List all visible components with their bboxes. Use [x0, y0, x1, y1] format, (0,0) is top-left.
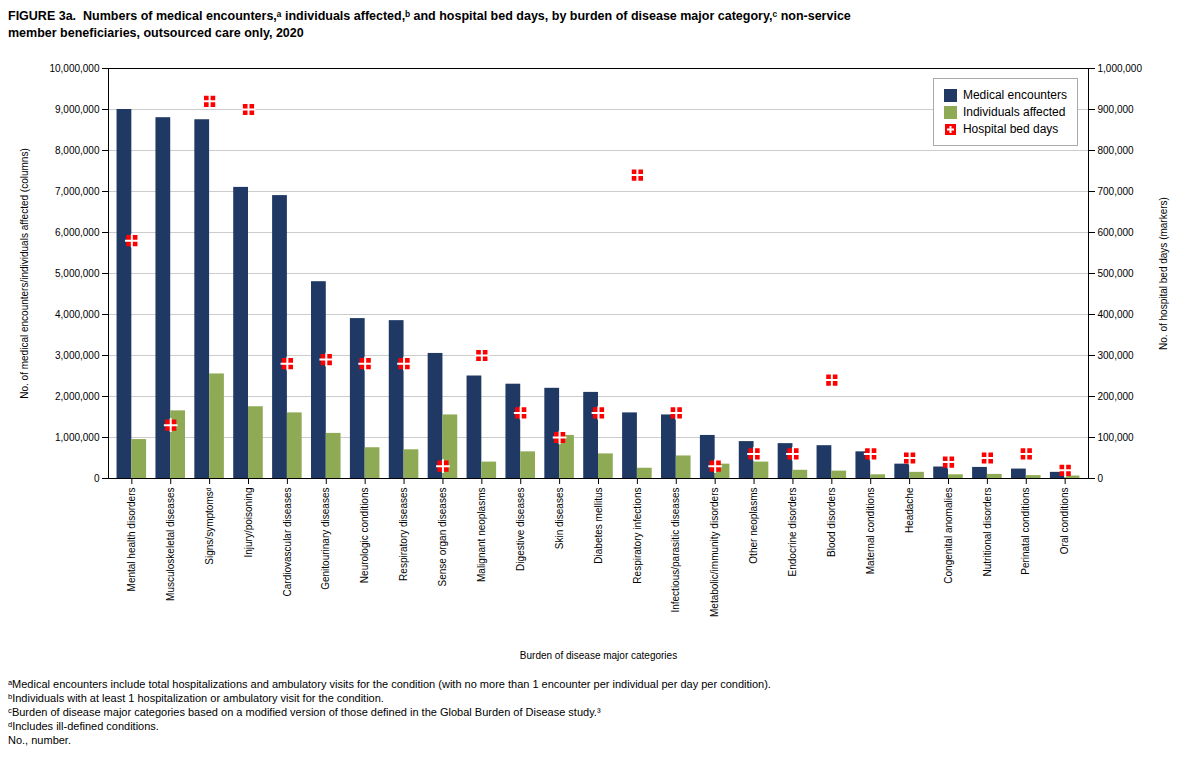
svg-text:100,000: 100,000 — [1098, 432, 1135, 443]
svg-text:Skin diseases: Skin diseases — [554, 488, 565, 550]
svg-text:No. of medical encounters/indi: No. of medical encounters/individuals af… — [19, 148, 30, 399]
svg-text:Respiratory infections: Respiratory infections — [632, 488, 643, 584]
svg-text:No. of hospital bed days (mark: No. of hospital bed days (markers) — [1158, 197, 1169, 350]
svg-text:Mental health disorders: Mental health disorders — [126, 488, 137, 592]
svg-text:300,000: 300,000 — [1098, 350, 1135, 361]
svg-text:Nutritional disorders: Nutritional disorders — [982, 488, 993, 577]
svg-text:1,000,000: 1,000,000 — [55, 432, 100, 443]
svg-text:400,000: 400,000 — [1098, 309, 1135, 320]
html-text:ᵈIncludes ill-defined conditio: ᵈIncludes ill-defined conditions. — [8, 720, 159, 732]
html-text:ᵃMedical encounters include to: ᵃMedical encounters include total hospit… — [8, 678, 771, 690]
html-text:Hospital bed days: Hospital bed days — [962, 122, 1059, 136]
svg-text:0: 0 — [1098, 473, 1104, 484]
svg-text:1,000,000: 1,000,000 — [1098, 63, 1143, 74]
svg-text:Signs/symptomsᵈ: Signs/symptomsᵈ — [204, 487, 215, 564]
svg-text:Blood disorders: Blood disorders — [826, 488, 837, 557]
svg-text:0: 0 — [94, 473, 100, 484]
html-text:Medical encounters: Medical encounters — [962, 88, 1067, 102]
html-text:FIGURE 3a. Numbers of medical: FIGURE 3a. Numbers of medical encounters… — [8, 9, 851, 40]
svg-text:Burden of disease major catego: Burden of disease major categories — [520, 650, 677, 661]
html-text:ᵇIndividuals with at least 1 h: ᵇIndividuals with at least 1 hospitaliza… — [8, 692, 384, 704]
svg-text:7,000,000: 7,000,000 — [55, 186, 100, 197]
svg-text:Other neoplasms: Other neoplasms — [748, 488, 759, 564]
svg-text:10,000,000: 10,000,000 — [49, 63, 99, 74]
svg-text:Diabetes mellitus: Diabetes mellitus — [593, 488, 604, 564]
svg-text:6,000,000: 6,000,000 — [55, 227, 100, 238]
svg-text:Digestive diseases: Digestive diseases — [515, 488, 526, 571]
svg-text:Perinatal conditions: Perinatal conditions — [1020, 488, 1031, 575]
svg-text:Headache: Headache — [904, 487, 915, 533]
svg-text:8,000,000: 8,000,000 — [55, 145, 100, 156]
svg-text:Sense organ diseases: Sense organ diseases — [437, 488, 448, 587]
svg-text:5,000,000: 5,000,000 — [55, 268, 100, 279]
svg-text:Oral conditions: Oral conditions — [1059, 488, 1070, 555]
svg-text:Musculoskeletal diseases: Musculoskeletal diseases — [165, 488, 176, 601]
svg-text:Injury/poisoning: Injury/poisoning — [243, 488, 254, 558]
svg-text:Respiratory diseases: Respiratory diseases — [398, 488, 409, 581]
html-text:No., number.: No., number. — [8, 734, 71, 746]
svg-text:Maternal conditions: Maternal conditions — [865, 488, 876, 575]
svg-text:2,000,000: 2,000,000 — [55, 391, 100, 402]
svg-text:Neurologic conditions: Neurologic conditions — [359, 488, 370, 584]
svg-text:600,000: 600,000 — [1098, 227, 1135, 238]
svg-text:700,000: 700,000 — [1098, 186, 1135, 197]
svg-text:Cardiovascular diseases: Cardiovascular diseases — [282, 488, 293, 597]
svg-text:Metabolic/immunity disorders: Metabolic/immunity disorders — [709, 488, 720, 618]
svg-text:800,000: 800,000 — [1098, 145, 1135, 156]
html-text:ᶜBurden of disease major categ: ᶜBurden of disease major categories base… — [8, 706, 601, 718]
svg-text:Infectious/parasitic diseases: Infectious/parasitic diseases — [670, 488, 681, 613]
svg-text:Malignant neoplasms: Malignant neoplasms — [476, 488, 487, 583]
svg-text:Genitourinary diseases: Genitourinary diseases — [320, 488, 331, 590]
svg-text:Endocrine disorders: Endocrine disorders — [787, 488, 798, 577]
svg-text:900,000: 900,000 — [1098, 104, 1135, 115]
svg-text:200,000: 200,000 — [1098, 391, 1135, 402]
svg-text:9,000,000: 9,000,000 — [55, 104, 100, 115]
svg-text:4,000,000: 4,000,000 — [55, 309, 100, 320]
svg-text:500,000: 500,000 — [1098, 268, 1135, 279]
svg-text:Congenital anomalies: Congenital anomalies — [943, 488, 954, 584]
html-text:Individuals affected: Individuals affected — [962, 105, 1066, 119]
svg-text:3,000,000: 3,000,000 — [55, 350, 100, 361]
